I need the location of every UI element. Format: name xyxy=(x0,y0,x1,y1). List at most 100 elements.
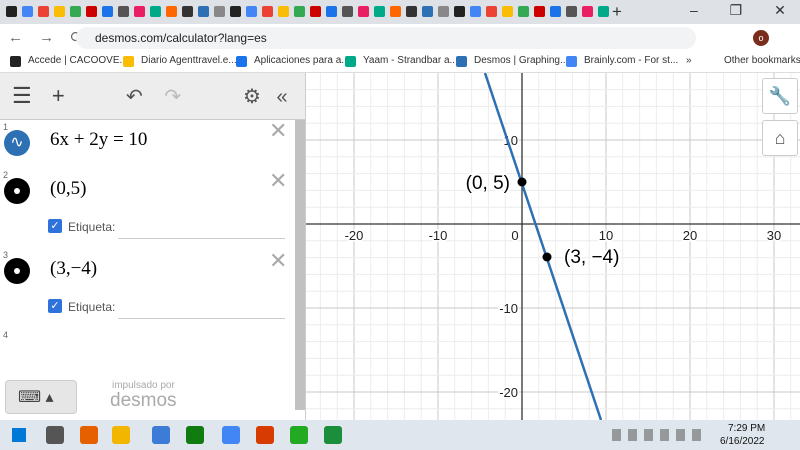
tab-favicon[interactable] xyxy=(118,6,129,17)
system-tray[interactable] xyxy=(612,429,702,441)
panel-toolbar xyxy=(0,73,305,120)
keyboard-button[interactable]: ⌨ ▴ xyxy=(5,380,77,414)
bookmark-icon xyxy=(345,56,356,67)
tab-favicon[interactable] xyxy=(518,6,529,17)
tab-favicon[interactable] xyxy=(102,6,113,17)
other-bookmarks[interactable]: Other bookmarks xyxy=(724,55,800,66)
tab-favicon[interactable] xyxy=(358,6,369,17)
expression-row[interactable]: 4 xyxy=(0,328,295,378)
row-number: 1 xyxy=(3,122,9,132)
delete-button[interactable]: ✕ xyxy=(269,118,288,143)
tab-favicon[interactable] xyxy=(486,6,497,17)
x-tick-label: -10 xyxy=(429,228,448,243)
window-controls[interactable]: – ❐ ✕ xyxy=(690,2,786,18)
tab-favicon[interactable] xyxy=(22,6,33,17)
tab-favicon[interactable] xyxy=(422,6,433,17)
bookmark[interactable]: Desmos | Graphing... xyxy=(474,55,569,66)
bookmark[interactable]: Accede | CACOOVE... xyxy=(28,55,128,66)
tab-favicon[interactable] xyxy=(54,6,65,17)
tab-favicon[interactable] xyxy=(438,6,449,17)
tab-favicon[interactable] xyxy=(230,6,241,17)
label-option: Etiqueta: xyxy=(68,300,116,314)
taskbar-app[interactable] xyxy=(80,426,98,444)
bookmark[interactable]: Aplicaciones para a... xyxy=(254,55,350,66)
tab-favicon[interactable] xyxy=(278,6,289,17)
tab-favicon[interactable] xyxy=(214,6,225,17)
taskbar-app[interactable] xyxy=(324,426,342,444)
taskbar-app[interactable] xyxy=(152,426,170,444)
omnibox[interactable] xyxy=(76,27,696,49)
taskbar-app[interactable] xyxy=(256,426,274,444)
taskbar-app[interactable] xyxy=(222,426,240,444)
taskbar-app[interactable] xyxy=(46,426,64,444)
tab-favicon[interactable] xyxy=(454,6,465,17)
point-icon xyxy=(4,178,30,204)
tab-favicon[interactable] xyxy=(198,6,209,17)
url[interactable]: desmos.com/calculator?lang=es xyxy=(95,31,267,45)
tab-favicon[interactable] xyxy=(70,6,81,17)
tab-favicon[interactable] xyxy=(374,6,385,17)
tab-favicon[interactable] xyxy=(86,6,97,17)
taskbar-app[interactable] xyxy=(290,426,308,444)
tab-favicon[interactable] xyxy=(166,6,177,17)
point xyxy=(542,252,552,262)
tab-favicon[interactable] xyxy=(470,6,481,17)
new-tab[interactable]: + xyxy=(612,2,622,21)
home-button[interactable]: ⌂ xyxy=(762,120,798,156)
expression-row[interactable]: 3 (3,−4) ✕ ✓ Etiqueta: xyxy=(0,248,295,329)
bookmark[interactable]: Diario Agenttravel.e... xyxy=(141,55,237,66)
tab-favicon[interactable] xyxy=(566,6,577,17)
label-checkbox[interactable]: ✓ xyxy=(48,299,62,313)
tab-favicon[interactable] xyxy=(598,6,609,17)
delete-button[interactable]: ✕ xyxy=(269,168,288,193)
clock-time: 7:29 PM xyxy=(728,423,766,434)
tab-favicon[interactable] xyxy=(310,6,321,17)
expression-row[interactable]: 1 ∿ 6x + 2y = 10 ✕ xyxy=(0,118,295,169)
label-option: Etiqueta: xyxy=(68,220,116,234)
undo-redo[interactable]: ↶ ↷ xyxy=(126,86,182,108)
bookmark[interactable]: Yaam - Strandbar a... xyxy=(363,55,458,66)
tab-favicon[interactable] xyxy=(406,6,417,17)
tab-favicon[interactable] xyxy=(134,6,145,17)
expression-row[interactable]: 2 (0,5) ✕ ✓ Etiqueta: xyxy=(0,168,295,249)
x-tick-label: -20 xyxy=(345,228,364,243)
tab-favicon[interactable] xyxy=(294,6,305,17)
tab-favicon[interactable] xyxy=(342,6,353,17)
tab-favicon[interactable] xyxy=(246,6,257,17)
tab-favicon[interactable] xyxy=(262,6,273,17)
tab-favicon[interactable] xyxy=(502,6,513,17)
tab-favicon[interactable] xyxy=(390,6,401,17)
graph-settings[interactable]: 🔧 xyxy=(762,78,798,114)
tab-favicon[interactable] xyxy=(182,6,193,17)
row-number: 3 xyxy=(3,250,9,260)
delete-button[interactable]: ✕ xyxy=(269,248,288,273)
bookmarks-more[interactable]: » xyxy=(686,55,692,66)
expression-text[interactable]: 6x + 2y = 10 xyxy=(50,129,148,150)
start-button[interactable] xyxy=(12,428,26,442)
tab-favicon[interactable] xyxy=(326,6,337,17)
tab-favicon[interactable] xyxy=(534,6,545,17)
nav-buttons[interactable]: ← → ⟳ xyxy=(8,29,83,46)
expression-text[interactable]: (3,−4) xyxy=(50,258,98,279)
tab-favicon[interactable] xyxy=(582,6,593,17)
profile[interactable]: o xyxy=(753,30,769,46)
label-field[interactable] xyxy=(118,318,285,319)
row-number: 4 xyxy=(3,330,9,340)
tab-favicon[interactable] xyxy=(6,6,17,17)
settings[interactable]: ⚙ « xyxy=(243,86,288,108)
taskbar-app[interactable] xyxy=(112,426,130,444)
label-checkbox[interactable]: ✓ xyxy=(48,219,62,233)
expression-text[interactable]: (0,5) xyxy=(50,178,87,199)
scrollbar[interactable] xyxy=(295,120,305,410)
taskbar-app[interactable] xyxy=(186,426,204,444)
bookmark-icon xyxy=(456,56,467,67)
tab-favicon[interactable] xyxy=(150,6,161,17)
x-tick-label: 10 xyxy=(599,228,613,243)
bookmark[interactable]: Brainly.com - For st... xyxy=(584,55,679,66)
toolbar-buttons[interactable]: ☰ + xyxy=(12,83,65,108)
tab-favicon[interactable] xyxy=(38,6,49,17)
tab-favicon[interactable] xyxy=(550,6,561,17)
label-field[interactable] xyxy=(118,238,285,239)
